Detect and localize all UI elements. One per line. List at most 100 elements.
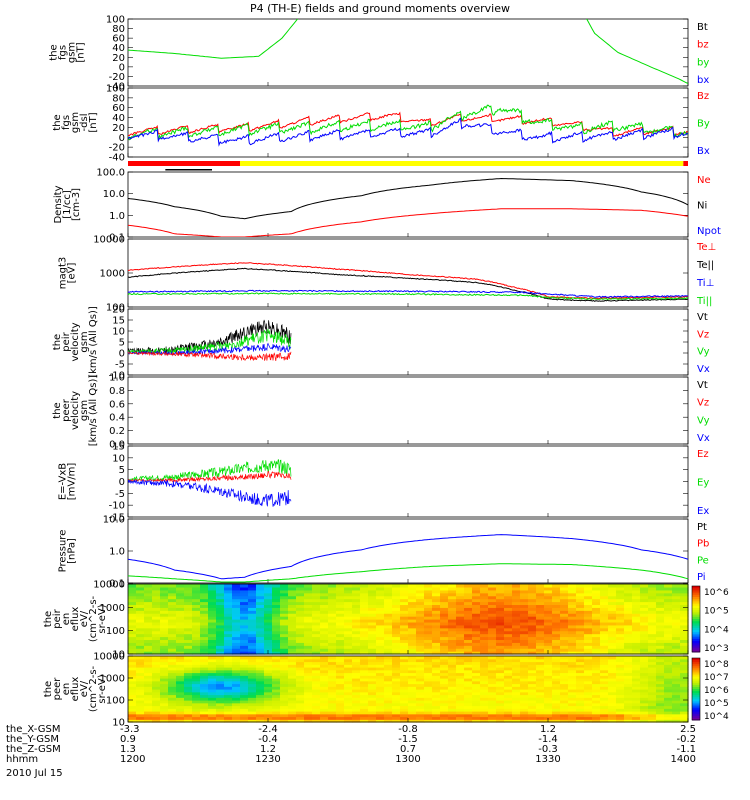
spectrogram-cell — [328, 711, 337, 715]
spectrogram-cell — [144, 627, 153, 632]
spectrogram-cell — [216, 672, 225, 676]
spectrogram-cell — [416, 691, 425, 696]
spectrogram-cell — [432, 691, 441, 696]
spectrogram-cell — [336, 664, 345, 668]
spectrogram-cell — [488, 607, 497, 611]
spectrogram-cell — [256, 716, 265, 720]
spectrogram-cell — [672, 627, 681, 632]
spectrogram-cell — [136, 592, 145, 597]
spectrogram-cell — [656, 686, 665, 690]
spectrogram-cell — [336, 705, 345, 709]
spectrogram-cell — [240, 700, 249, 704]
spectrogram-cell — [304, 694, 313, 698]
spectrogram-cell — [328, 691, 337, 696]
spectrogram-cell — [440, 661, 449, 665]
spectrogram-cell — [568, 667, 577, 671]
spectrogram-cell — [632, 595, 641, 600]
spectrogram-cell — [264, 691, 273, 696]
spectrogram-cell — [528, 621, 537, 626]
spectrogram-cell — [544, 648, 553, 652]
spectrogram-cell — [408, 675, 417, 679]
spectrogram-cell — [552, 639, 561, 643]
spectrogram-cell — [336, 636, 345, 641]
spectrogram-cell — [312, 691, 321, 696]
spectrogram-cell — [528, 702, 537, 707]
spectrogram-cell — [216, 716, 225, 720]
spectrogram-cell — [216, 680, 225, 685]
spectrogram-cell — [584, 675, 593, 679]
spectrogram-cell — [272, 678, 281, 682]
spectrogram-cell — [224, 613, 233, 617]
series-by — [586, 19, 688, 85]
spectrogram-cell — [488, 619, 497, 623]
spectrogram-cell — [136, 697, 145, 701]
spectrogram-cell — [504, 589, 513, 594]
spectrogram-cell — [584, 613, 593, 617]
spectrogram-cell — [672, 719, 681, 723]
spectrogram-cell — [152, 694, 161, 698]
spectrogram-cell — [280, 689, 289, 693]
spectrogram-cell — [368, 642, 377, 646]
spectrogram-cell — [424, 658, 433, 663]
spectrogram-cell — [192, 630, 201, 635]
spectrogram-cell — [224, 713, 233, 718]
spectrogram-cell — [288, 636, 297, 641]
spectrogram-cell — [552, 656, 561, 660]
spectrogram-cell — [248, 584, 257, 588]
spectrogram-cell — [440, 719, 449, 723]
spectrogram-cell — [424, 675, 433, 679]
spectrogram-cell — [184, 607, 193, 611]
spectrogram-cell — [488, 639, 497, 643]
spectrogram-cell — [216, 636, 225, 641]
spectrogram-cell — [480, 664, 489, 668]
spectrogram-cell — [352, 616, 361, 620]
spectrogram-cell — [384, 697, 393, 701]
spectrogram-cell — [136, 658, 145, 663]
spectrogram-cell — [240, 598, 249, 603]
spectrogram-cell — [584, 586, 593, 591]
spectrogram-cell — [272, 610, 281, 614]
spectrogram-cell — [680, 639, 689, 643]
spectrogram-cell — [640, 630, 649, 635]
spectrogram-cell — [472, 589, 481, 594]
spectrogram-cell — [512, 672, 521, 676]
spectrogram-cell — [368, 645, 377, 649]
series-vz — [128, 351, 292, 362]
spectrogram-cell — [320, 697, 329, 701]
spectrogram-cell — [480, 621, 489, 626]
spectrogram-cell — [504, 691, 513, 696]
spectrogram-cell — [128, 678, 137, 682]
spectrogram-cell — [432, 708, 441, 712]
spectrogram-cell — [168, 691, 177, 696]
spectrogram-cell — [408, 678, 417, 682]
spectrogram-cell — [448, 604, 457, 608]
y-axis-label-line: velocity — [70, 391, 81, 430]
spectrogram-cell — [200, 656, 209, 660]
spectrogram-cell — [312, 642, 321, 646]
spectrogram-cell — [552, 595, 561, 600]
spectrogram-cell — [432, 624, 441, 629]
spectrogram-cell — [176, 648, 185, 652]
spectrogram-cell — [456, 610, 465, 614]
date-label: 2010 Jul 15 — [6, 768, 63, 779]
spectrogram-cell — [520, 711, 529, 715]
spectrogram-cell — [464, 702, 473, 707]
spectrogram-cell — [664, 667, 673, 671]
spectrogram-cell — [416, 642, 425, 646]
spectrogram-cell — [160, 700, 169, 704]
y-tick-label: 80 — [112, 24, 125, 35]
spectrogram-cell — [272, 642, 281, 646]
spectrogram-cell — [288, 656, 297, 660]
spectrogram-cell — [536, 592, 545, 597]
spectrogram-cell — [616, 610, 625, 614]
spectrogram-cell — [256, 711, 265, 715]
spectrogram-cell — [552, 589, 561, 594]
spectrogram-cell — [184, 584, 193, 588]
spectrogram-cell — [672, 694, 681, 698]
panel-frame — [127, 171, 689, 238]
spectrogram-cell — [320, 651, 329, 655]
spectrogram-cell — [480, 642, 489, 646]
spectrogram-cell — [304, 691, 313, 696]
spectrogram-cell — [432, 584, 441, 588]
colorbar-swatch — [692, 664, 700, 667]
